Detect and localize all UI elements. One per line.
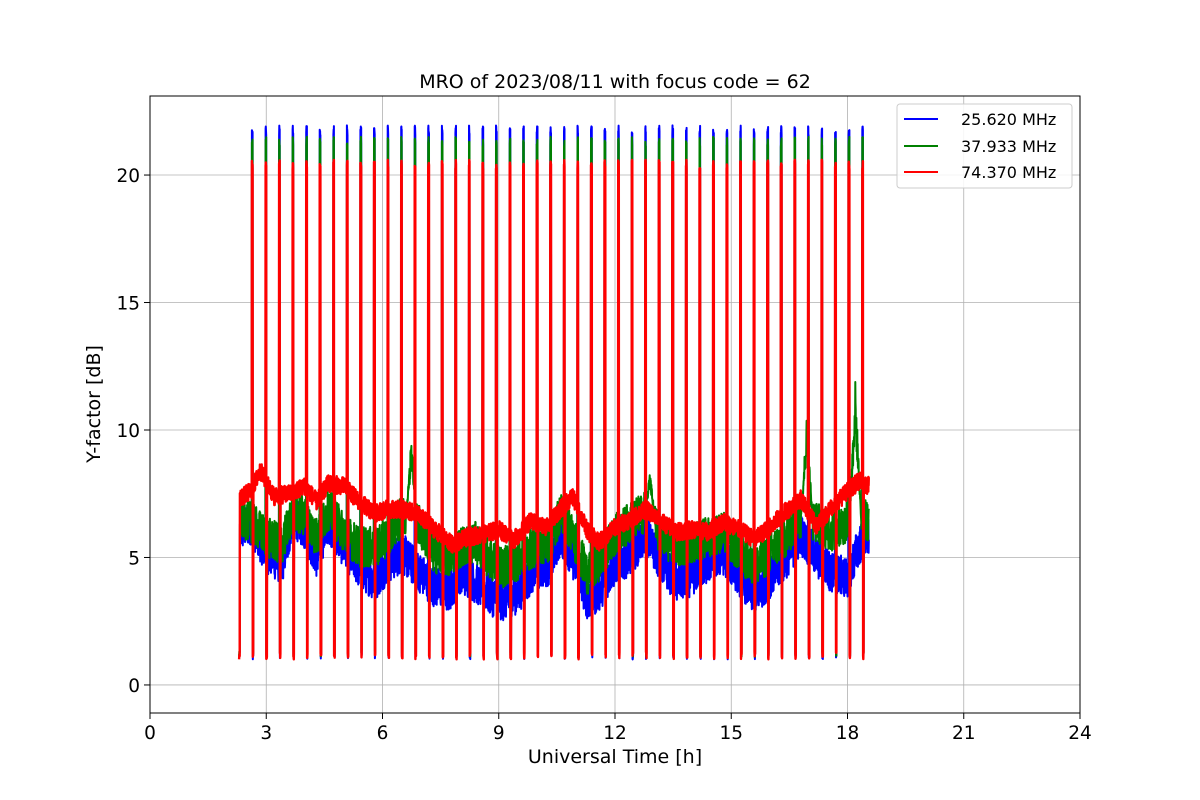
series-layer (237, 124, 870, 661)
y-tick-label: 0 (128, 676, 140, 697)
legend: 25.620 MHz 37.933 MHz 74.370 MHz (896, 103, 1073, 189)
y-tick-label: 15 (116, 294, 140, 315)
y-axis-label: Y-factor [dB] (83, 345, 105, 464)
x-tick-label: 18 (836, 723, 860, 744)
y-axis: 0 5 10 15 20 (116, 166, 150, 697)
chart-title: MRO of 2023/08/11 with focus code = 62 (419, 71, 811, 93)
x-tick-label: 3 (260, 723, 272, 744)
legend-box (896, 103, 1073, 189)
y-tick-label: 10 (116, 421, 140, 442)
x-tick-label: 21 (952, 723, 976, 744)
y-tick-label: 20 (116, 166, 140, 187)
x-axis: 0 3 6 9 12 15 18 21 24 (144, 713, 1092, 744)
legend-label-74370: 74.370 MHz (961, 163, 1056, 182)
x-tick-label: 9 (493, 723, 505, 744)
legend-label-25620: 25.620 MHz (961, 110, 1056, 129)
x-tick-label: 6 (377, 723, 389, 744)
x-tick-label: 24 (1068, 723, 1092, 744)
series-74370 (237, 158, 870, 661)
x-tick-label: 0 (144, 723, 156, 744)
y-tick-label: 5 (128, 548, 140, 569)
x-axis-label: Universal Time [h] (528, 746, 702, 768)
x-tick-label: 12 (603, 723, 627, 744)
series-line (237, 158, 870, 661)
x-tick-label: 15 (719, 723, 743, 744)
legend-label-37933: 37.933 MHz (961, 137, 1056, 156)
